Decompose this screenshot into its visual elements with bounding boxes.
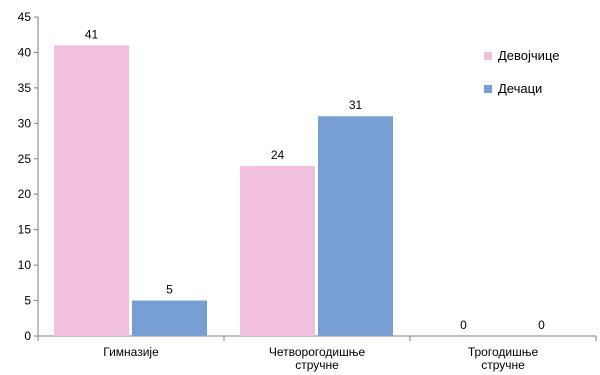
legend-label: Девојчице — [498, 48, 559, 63]
x-category-label: Четворогодишње стручне — [269, 345, 366, 372]
data-label: 24 — [271, 148, 285, 162]
legend-swatch — [484, 85, 492, 93]
data-label: 41 — [85, 27, 99, 41]
axes: 0 5 10 15 20 25 30 35 40 45 Гимназије Четворогодишњ… — [18, 10, 597, 372]
x-category-label-line: Четворогодишње — [269, 345, 366, 359]
x-category-label-line: стручне — [295, 358, 339, 372]
x-category-label-line: Гимназије — [103, 345, 159, 359]
data-label: 0 — [460, 318, 467, 332]
bar-girls — [54, 45, 129, 336]
x-category-label: Трогодишње стручне — [468, 345, 539, 372]
x-category-label-line: стручне — [481, 358, 525, 372]
data-label: 31 — [349, 98, 363, 112]
x-category-label: Гимназије — [103, 345, 159, 359]
y-tick-label: 15 — [18, 223, 32, 237]
y-tick-label: 35 — [18, 81, 32, 95]
y-tick-label: 25 — [18, 152, 32, 166]
x-category-label-line: Трогодишње — [468, 345, 539, 359]
legend: Девојчице Дечаци — [484, 48, 559, 96]
y-tick-label: 45 — [18, 10, 32, 24]
bar-boys — [318, 116, 393, 336]
y-tick-label: 20 — [18, 187, 32, 201]
y-tick-label: 40 — [18, 45, 32, 59]
y-tick-label: 5 — [24, 294, 31, 308]
bars — [54, 45, 393, 336]
legend-swatch — [484, 52, 492, 60]
legend-label: Дечаци — [498, 81, 542, 96]
data-label: 5 — [166, 283, 173, 297]
y-tick-label: 10 — [18, 258, 32, 272]
bar-boys — [132, 300, 207, 336]
data-label: 0 — [538, 318, 545, 332]
data-labels: 41 5 24 31 0 0 — [85, 27, 545, 332]
y-tick-label: 30 — [18, 116, 32, 130]
y-tick-label: 0 — [24, 329, 31, 343]
bar-girls — [240, 165, 315, 336]
